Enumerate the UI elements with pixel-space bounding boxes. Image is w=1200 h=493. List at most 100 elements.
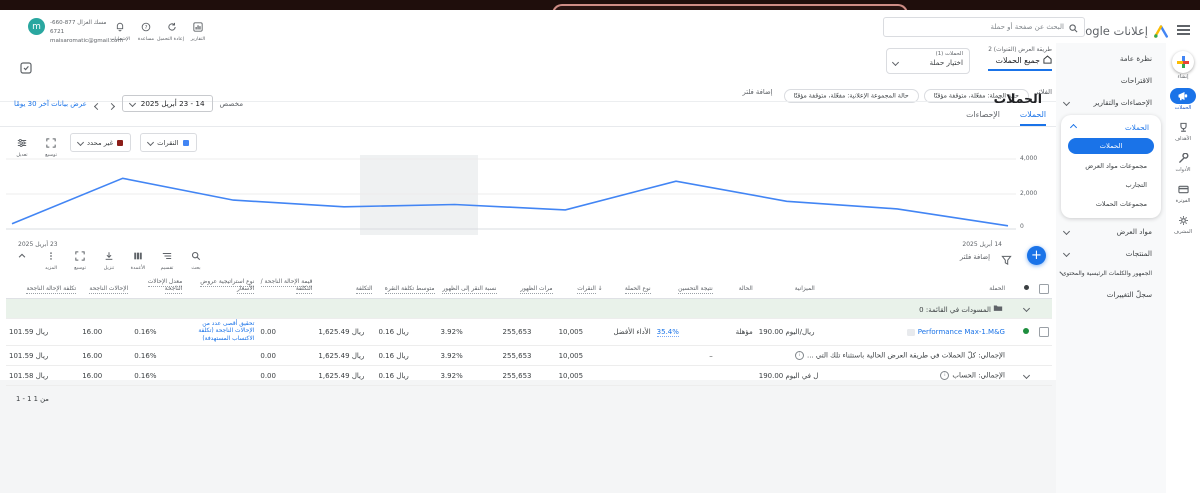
- table-toolbar-collapse-button[interactable]: [12, 246, 32, 271]
- filter-chip[interactable]: حالة الحملة: مفعّلة، متوقفة مؤقتًا: [923, 88, 1029, 103]
- row-expand-chevron-icon[interactable]: [1022, 304, 1031, 312]
- add-filter-link[interactable]: إضافة فلتر: [742, 87, 773, 96]
- reports-button[interactable]: التقارير: [186, 17, 210, 42]
- table-add-filter-link[interactable]: إضافة فلتر: [959, 253, 990, 261]
- row-expand-chevron-icon[interactable]: [1022, 371, 1031, 379]
- create-button[interactable]: [1172, 51, 1194, 73]
- sidebar-group-campaigns[interactable]: الحملات: [1061, 117, 1161, 137]
- date-range-picker[interactable]: 14 - 23 أبريل 2025: [121, 95, 213, 112]
- column-header-conv[interactable]: الإحالات الناجحة: [79, 270, 132, 299]
- expand-icon: [46, 133, 56, 152]
- bid-strategy-link[interactable]: تحقيق أقصى عدد من الإحالات الناجحة (تكلف…: [198, 321, 255, 342]
- metric-secondary-dropdown[interactable]: غير محدد: [70, 133, 132, 152]
- column-header-bidstrat[interactable]: نوع استراتيجية عروض الأسعار: [185, 270, 258, 299]
- rail-item-admin[interactable]: المشرف: [1166, 212, 1200, 235]
- rail-item-billing[interactable]: الفوترة: [1166, 181, 1200, 204]
- rail-item-goals[interactable]: الأهداف: [1166, 119, 1200, 142]
- column-header-name[interactable]: الحملة: [817, 270, 1008, 299]
- global-search-input[interactable]: البحث عن صفحة أو حملة: [883, 17, 1085, 37]
- metric-color-swatch: [117, 139, 124, 146]
- saved-view-icon[interactable]: [20, 59, 32, 78]
- row-label: الإجمالي: كلّ الحملات في طريقة العرض الح…: [806, 351, 1005, 360]
- column-header-clicks[interactable]: ↓ النقرات: [555, 270, 606, 299]
- refresh-button[interactable]: إعادة التحميل: [157, 17, 184, 42]
- megaphone-icon: [1170, 88, 1196, 104]
- table-toolbar-segment-button[interactable]: تقسيم: [157, 246, 177, 271]
- sidebar-item[interactable]: مواد العرض: [1056, 220, 1166, 242]
- column-header-budget[interactable]: الميزانية: [755, 270, 818, 299]
- browser-top-strip: [0, 0, 1200, 18]
- tab-insights[interactable]: الإحصاءات: [966, 110, 1000, 119]
- help-icon: ?: [141, 17, 151, 36]
- rail-item-tools[interactable]: الأدوات: [1166, 150, 1200, 173]
- view-selector-tab[interactable]: طريقة العرض (القنوات) 2 جميع الحملات: [988, 47, 1052, 71]
- account-email: maisaromatic@gmail.com: [50, 37, 123, 44]
- chevron-down-icon: [128, 99, 136, 108]
- chart-plot-area[interactable]: [6, 155, 1016, 235]
- row-checkbox[interactable]: [1039, 327, 1049, 338]
- table-toolbar-expand-button[interactable]: توسيع: [70, 246, 90, 271]
- page-title: الحملات: [993, 91, 1042, 106]
- pagination-text[interactable]: 1 - 1 من 1: [16, 394, 49, 403]
- tabs-row: الحملات الإحصاءات: [0, 107, 1056, 127]
- table-row-total[interactable]: الإجمالي: كلّ الحملات في طريقة العرض الح…: [6, 345, 1052, 367]
- campaign-type-badge-icon: [906, 328, 915, 336]
- notifications-button[interactable]: الإشعارات: [108, 17, 132, 42]
- campaign-name-link[interactable]: Performance Max-1.M&G: [917, 328, 1005, 337]
- column-header-cost[interactable]: التكلفة: [315, 270, 376, 299]
- sidebar-subitem[interactable]: التجارب: [1125, 180, 1148, 189]
- segment-icon: [162, 246, 172, 265]
- add-campaign-fab[interactable]: +: [1027, 246, 1046, 265]
- filter-chip[interactable]: حالة المجموعة الإعلانية: مفعّلة، متوقفة …: [783, 88, 919, 103]
- last-30-days-link[interactable]: عرض بيانات آخر 30 يومًا: [14, 99, 87, 108]
- chart-expand-button[interactable]: توسيع: [41, 133, 61, 158]
- column-header-check[interactable]: [1031, 270, 1052, 299]
- sidebar-item[interactable]: الإحصاءات والتقارير: [1056, 91, 1166, 113]
- column-header-status[interactable]: الحالة: [715, 270, 756, 299]
- table-toolbar-search-button[interactable]: بحث: [186, 246, 206, 271]
- column-header-costconv[interactable]: تكلفة الإحالة الناجحة: [6, 270, 80, 299]
- column-header-impr[interactable]: مرات الظهور: [499, 270, 556, 299]
- column-header-dot[interactable]: [1007, 270, 1032, 299]
- sidebar-item[interactable]: المنتجات: [1056, 242, 1166, 264]
- column-header-opt[interactable]: نتيجة التحسين: [653, 270, 716, 299]
- filters-bar: الفلاتر حالة الحملة: مفعّلة، متوقفة مؤقت…: [742, 82, 1052, 103]
- date-preset-label: مخصص: [219, 99, 244, 108]
- hamburger-menu-icon[interactable]: [1177, 23, 1190, 37]
- sidebar-item[interactable]: الاقتراحات: [1120, 75, 1152, 85]
- metric-primary-dropdown[interactable]: النقرات: [140, 133, 197, 152]
- rail-item-campaigns[interactable]: الحملات: [1166, 88, 1200, 111]
- tab-campaigns[interactable]: الحملات: [1019, 110, 1046, 126]
- table-toolbar-download-button[interactable]: تنزيل: [99, 246, 119, 271]
- campaign-selector-caption: الحملات (1): [935, 51, 963, 57]
- table-row-drafts[interactable]: المسودات في القائمة: 0: [6, 298, 1052, 319]
- chart-toolbar: تعديل توسيع غير محدد النقرات: [12, 133, 197, 158]
- account-avatar[interactable]: m: [28, 18, 45, 35]
- column-header-convval[interactable]: قيمة الإحالة الناجحة / التكلفة: [257, 270, 316, 299]
- sidebar-item[interactable]: الجمهور والكلمات الرئيسية والمحتوى: [1056, 264, 1166, 283]
- folder-icon: [993, 305, 1003, 314]
- table-pagination-row: 1 - 1 من 1: [6, 386, 1052, 412]
- sidebar-subitem[interactable]: مجموعات مواد العرض: [1085, 161, 1147, 170]
- column-header-cpc[interactable]: متوسط تكلفة النقرة: [375, 270, 438, 299]
- table-toolbar-more-button[interactable]: المزيد: [41, 246, 61, 271]
- sidebar-subitem[interactable]: مجموعات الحملات: [1095, 199, 1147, 208]
- column-header-ctr[interactable]: نسبة النقر إلى الظهور: [437, 270, 500, 299]
- chart-adjust-button[interactable]: تعديل: [12, 133, 32, 158]
- table-toolbar-columns-button[interactable]: الأعمدة: [128, 246, 148, 271]
- row-label: الإجمالي: الحساب: [952, 371, 1005, 380]
- filter-funnel-icon[interactable]: [1001, 251, 1012, 270]
- column-header-convrate[interactable]: معدل الإحالات الناجحة: [131, 270, 186, 299]
- help-button[interactable]: ? مساعدة: [134, 17, 158, 42]
- row-label: المسودات في القائمة: 0: [919, 305, 991, 314]
- sidebar-item-campaigns-active[interactable]: الحملات: [1068, 138, 1154, 154]
- column-header-type[interactable]: نوع الحملة: [605, 270, 654, 299]
- sidebar-item[interactable]: سجلّ التغييرات: [1106, 289, 1152, 299]
- x-axis-label-left: 23 أبريل 2025: [18, 241, 58, 248]
- gear-icon: [1170, 212, 1196, 228]
- sidebar-item[interactable]: نظرة عامة: [1119, 53, 1152, 63]
- campaign-selector-dropdown[interactable]: الحملات (1) اختيار حملة: [886, 48, 970, 74]
- optimization-score-link[interactable]: 35.4%: [656, 328, 679, 338]
- table-row-campaign[interactable]: Performance Max-1.M&G 190.00 ريال/اليوم مؤ…: [6, 318, 1052, 347]
